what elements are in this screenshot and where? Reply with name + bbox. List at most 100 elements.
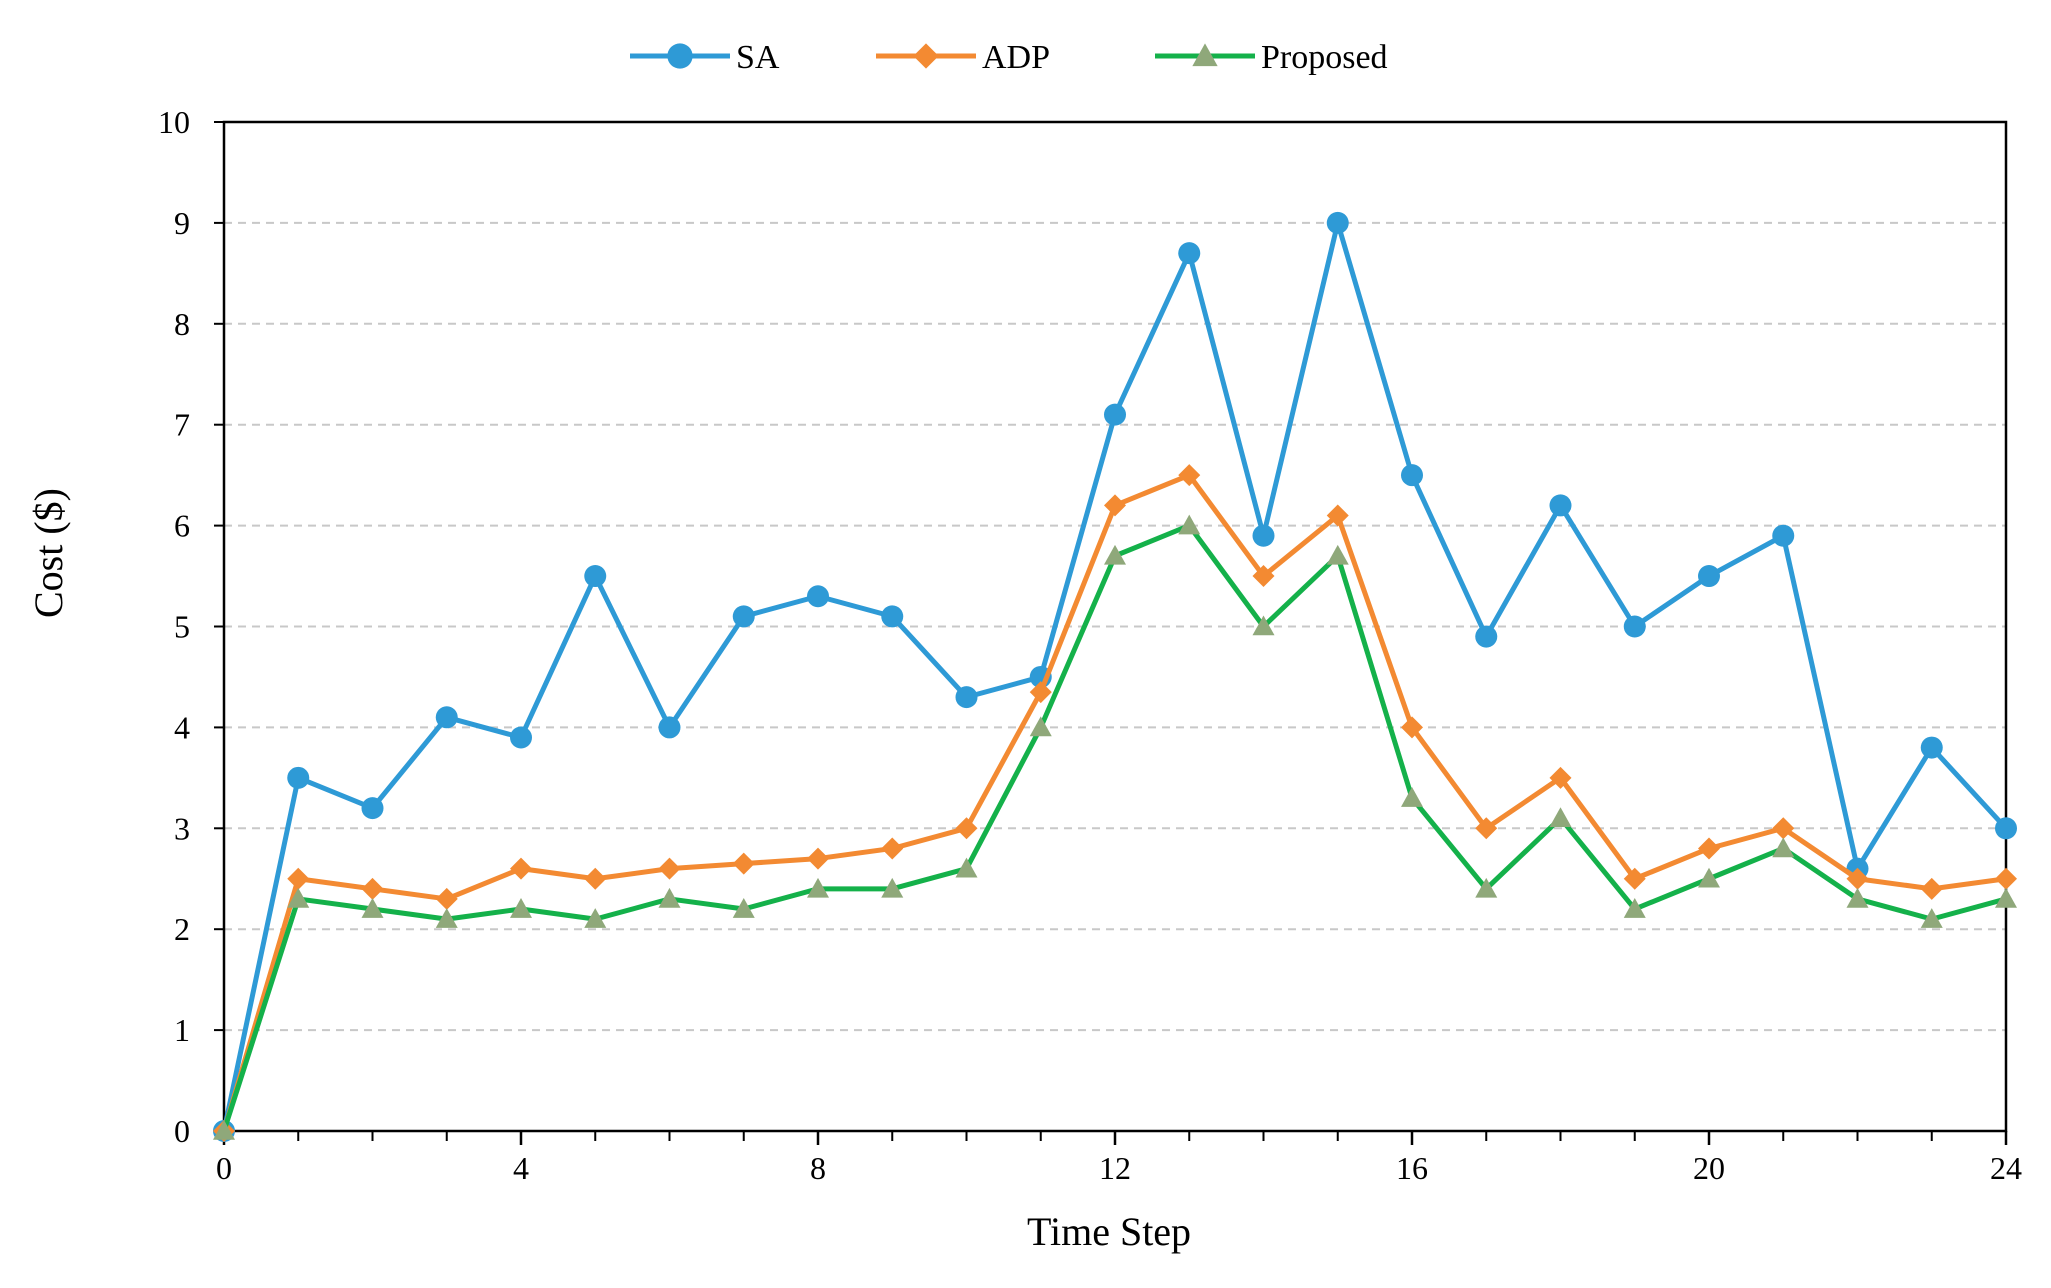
- data-point-adp: [807, 847, 829, 870]
- data-point-sa: [287, 766, 310, 789]
- data-point-proposed: [1178, 514, 1201, 535]
- y-tick-label: 5: [174, 609, 190, 645]
- y-tick-label: 0: [174, 1113, 190, 1149]
- data-point-adp: [584, 867, 607, 890]
- y-tick-label: 6: [174, 508, 190, 544]
- data-point-sa: [881, 605, 904, 628]
- data-point-adp: [1475, 817, 1498, 840]
- series-adp: [213, 464, 2017, 1142]
- x-tick-label: 24: [1990, 1150, 2022, 1186]
- data-point-adp: [1623, 867, 1646, 890]
- data-point-adp: [1698, 837, 1720, 860]
- data-point-proposed: [510, 898, 532, 918]
- y-tick-label: 2: [174, 911, 190, 947]
- data-point-sa: [1698, 565, 1720, 588]
- y-axis-title: Cost ($): [26, 488, 71, 618]
- x-axis-title: Time Step: [1027, 1209, 1191, 1254]
- y-tick-label: 8: [174, 306, 190, 342]
- data-point-proposed: [1920, 908, 1943, 928]
- data-point-sa: [807, 585, 829, 608]
- data-point-proposed: [1772, 837, 1795, 858]
- data-point-proposed: [584, 908, 607, 928]
- data-point-adp: [1920, 877, 1943, 900]
- data-point-proposed: [1995, 887, 2017, 908]
- series-line-adp: [221, 472, 2007, 1132]
- data-point-sa: [1178, 242, 1201, 265]
- data-point-sa: [1995, 817, 2017, 840]
- data-point-adp: [1178, 464, 1201, 487]
- data-point-proposed: [1104, 544, 1126, 565]
- legend-label-adp: ADP: [982, 39, 1050, 76]
- data-point-proposed: [287, 887, 310, 908]
- data-point-proposed: [807, 877, 829, 898]
- data-point-proposed: [1029, 716, 1052, 737]
- y-tick-label: 10: [158, 104, 190, 140]
- data-point-adp: [658, 857, 681, 880]
- data-point-proposed: [213, 1120, 235, 1140]
- x-tick-label: 20: [1693, 1150, 1725, 1186]
- data-point-adp: [287, 867, 310, 890]
- x-tick-label: 16: [1396, 1150, 1428, 1186]
- legend-marker-proposed: [1192, 43, 1218, 67]
- data-point-proposed: [1846, 887, 1869, 908]
- y-tick-label: 1: [174, 1012, 190, 1048]
- data-point-adp: [361, 877, 384, 900]
- data-point-proposed: [1252, 615, 1275, 636]
- data-point-adp: [1326, 504, 1349, 527]
- series-line-sa: [221, 220, 2008, 1132]
- data-point-adp: [1252, 565, 1275, 588]
- y-tick-label: 9: [174, 205, 190, 241]
- series-sa: [213, 211, 2017, 1142]
- data-point-proposed: [732, 898, 755, 918]
- data-point-adp: [1772, 817, 1795, 840]
- legend-marker-sa: [667, 43, 693, 69]
- data-point-sa: [658, 716, 681, 739]
- data-point-sa: [1252, 524, 1275, 547]
- data-point-sa: [1104, 403, 1126, 426]
- data-point-adp: [435, 887, 458, 910]
- data-point-sa: [1623, 615, 1646, 638]
- legend-item-adp: ADP: [876, 39, 1050, 76]
- data-point-sa: [1475, 625, 1498, 648]
- data-point-adp: [510, 857, 532, 880]
- data-point-proposed: [1401, 787, 1423, 807]
- data-point-proposed: [435, 908, 458, 928]
- data-point-sa: [510, 726, 532, 749]
- data-point-adp: [881, 837, 904, 860]
- data-point-proposed: [955, 857, 978, 878]
- data-point-sa: [955, 686, 978, 709]
- legend-label-sa: SA: [736, 39, 780, 76]
- data-point-adp: [955, 817, 978, 840]
- legend: SA ADP Proposed: [630, 39, 1388, 76]
- data-point-sa: [1401, 464, 1423, 487]
- data-point-proposed: [1623, 898, 1646, 918]
- y-tick-label: 7: [174, 407, 190, 443]
- series-layer: [213, 211, 2017, 1142]
- legend-label-proposed: Proposed: [1261, 39, 1388, 76]
- data-point-adp: [1846, 867, 1869, 890]
- data-point-adp: [1029, 681, 1052, 704]
- data-point-sa: [1326, 211, 1349, 234]
- data-point-sa: [361, 797, 384, 820]
- x-tick-label: 8: [810, 1150, 826, 1186]
- x-tick-label: 4: [513, 1150, 529, 1186]
- data-point-sa: [1772, 524, 1795, 547]
- legend-marker-adp: [913, 43, 939, 69]
- data-point-sa: [435, 706, 458, 729]
- data-point-proposed: [361, 898, 384, 918]
- data-point-sa: [584, 565, 607, 588]
- x-tick-label: 0: [216, 1150, 232, 1186]
- data-point-sa: [1920, 736, 1943, 759]
- data-point-sa: [732, 605, 755, 628]
- data-point-proposed: [1549, 807, 1572, 828]
- data-point-proposed: [1698, 867, 1720, 888]
- data-point-adp: [732, 852, 755, 875]
- y-tick-label: 3: [174, 810, 190, 846]
- data-point-proposed: [881, 877, 904, 898]
- data-point-proposed: [1475, 877, 1498, 898]
- data-point-adp: [1995, 867, 2017, 890]
- y-tick-label: 4: [174, 709, 190, 745]
- x-tick-label: 12: [1099, 1150, 1131, 1186]
